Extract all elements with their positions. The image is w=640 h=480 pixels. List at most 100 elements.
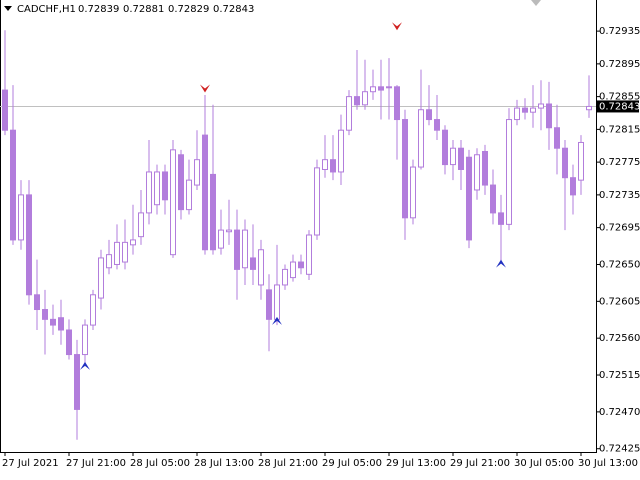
candle-body <box>170 149 176 256</box>
signal-arrow <box>200 84 210 93</box>
x-tick-label: 29 Jul 21:00 <box>450 458 510 469</box>
candle-body <box>554 127 560 149</box>
candle-body <box>242 229 248 269</box>
y-tick-label: 0.72775 <box>599 157 640 168</box>
candle-body <box>42 309 48 320</box>
candle-body <box>178 154 184 211</box>
candle-body <box>490 184 496 214</box>
candle-body <box>210 173 216 251</box>
candle-body <box>26 194 32 296</box>
x-tick-label: 28 Jul 05:00 <box>130 458 190 469</box>
header-value: 0.72843 <box>213 4 254 15</box>
y-tick-label: 0.72515 <box>599 370 640 381</box>
signal-arrow <box>80 361 90 370</box>
candle-body <box>34 294 40 311</box>
candle-body <box>50 318 56 326</box>
candle-body <box>162 171 168 201</box>
candle-body <box>226 229 232 233</box>
candle-body <box>114 241 120 265</box>
candle-body <box>250 257 256 270</box>
candle-body <box>266 289 272 320</box>
candle-body <box>306 234 312 275</box>
candle-body <box>570 177 576 196</box>
candle-body <box>458 147 464 170</box>
header-value: 0.72839 <box>78 4 119 15</box>
candle-body <box>546 103 552 129</box>
y-tick-label: 0.72935 <box>599 26 640 37</box>
candle-body <box>106 254 112 269</box>
y-tick-label: 0.72855 <box>599 92 640 103</box>
signal-arrow <box>496 259 506 268</box>
candle-body <box>98 257 104 299</box>
chart-title: CADCHF,H1 <box>17 4 76 15</box>
candle-body <box>434 119 440 131</box>
candle-body <box>514 107 520 121</box>
y-tick-label: 0.72650 <box>599 259 640 270</box>
candle-body <box>218 229 224 249</box>
candle-body <box>2 89 8 131</box>
candle-body <box>330 159 336 173</box>
header-value: 0.72829 <box>168 4 209 15</box>
candle-body <box>378 86 384 91</box>
x-tick-label: 30 Jul 05:00 <box>514 458 574 469</box>
candle-body <box>18 194 24 241</box>
x-tick-label: 29 Jul 05:00 <box>322 458 382 469</box>
candle-body <box>482 150 488 186</box>
candle-body <box>74 354 80 410</box>
candle-body <box>362 91 368 106</box>
candle-body <box>530 107 536 113</box>
candle-body <box>194 159 200 186</box>
candle-body <box>202 134 208 251</box>
x-tick-label: 28 Jul 13:00 <box>194 458 254 469</box>
candle-body <box>418 109 424 168</box>
candle-body <box>186 179 192 211</box>
candle-body <box>130 239 136 246</box>
candle-body <box>426 109 432 121</box>
candle-body <box>586 105 592 111</box>
candle-body <box>370 86 376 93</box>
y-tick-label: 0.72695 <box>599 223 640 234</box>
candle-body <box>290 261 296 279</box>
bid-label: 0.72843 <box>599 101 640 112</box>
x-tick-label: 27 Jul 21:00 <box>66 458 126 469</box>
candle-body <box>506 119 512 225</box>
candle-body <box>258 249 264 286</box>
x-tick-label: 29 Jul 13:00 <box>386 458 446 469</box>
candle-body <box>474 154 480 191</box>
y-tick-label: 0.72470 <box>599 407 640 418</box>
candle-body <box>466 156 472 241</box>
scroll-marker <box>531 0 541 6</box>
candle-body <box>338 129 344 173</box>
candle-body <box>322 159 328 171</box>
x-tick-label: 27 Jul 2021 <box>2 458 59 469</box>
header-value: 0.72881 <box>123 4 164 15</box>
candle-body <box>498 212 504 225</box>
y-tick-label: 0.72560 <box>599 333 640 344</box>
candle-body <box>578 141 584 181</box>
candle-body <box>298 261 304 269</box>
candle-body <box>410 166 416 219</box>
y-tick-label: 0.72735 <box>599 190 640 201</box>
candle-body <box>562 147 568 179</box>
bid-label-bg <box>597 100 639 113</box>
candle-body <box>394 86 400 121</box>
candle-body <box>90 294 96 326</box>
x-tick-label: 28 Jul 21:00 <box>258 458 318 469</box>
candle-body <box>402 119 408 219</box>
y-tick-label: 0.72425 <box>599 444 640 455</box>
candle-body <box>450 147 456 166</box>
candle-body <box>154 171 160 206</box>
candle-body <box>138 212 144 238</box>
candle-body <box>10 129 16 241</box>
candle-body <box>282 268 288 286</box>
y-tick-label: 0.72815 <box>599 124 640 135</box>
x-tick-label: 30 Jul 13:00 <box>578 458 638 469</box>
candle-body <box>386 86 392 89</box>
candle-body <box>274 284 280 320</box>
signal-arrow <box>272 316 282 325</box>
y-tick-label: 0.72605 <box>599 296 640 307</box>
y-tick-label: 0.72895 <box>599 59 640 70</box>
